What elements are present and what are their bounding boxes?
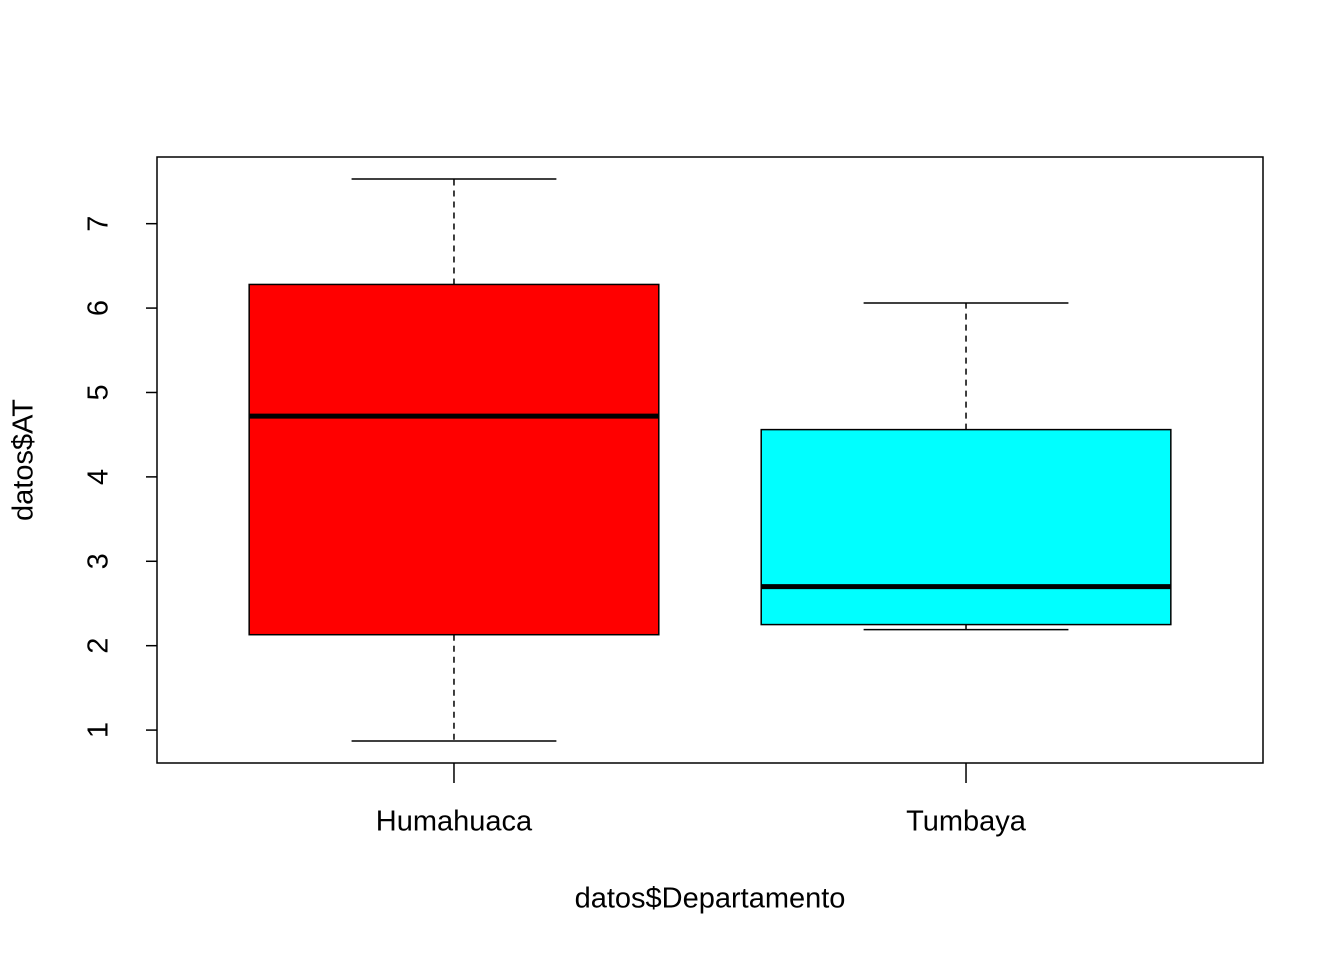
y-axis-title: datos$AT [8,399,40,521]
x-tick-label: Humahuaca [376,806,533,838]
x-tick-label: Tumbaya [906,806,1027,838]
x-axis-title: datos$Departamento [575,883,846,915]
box [248,283,660,636]
y-tick-label: 1 [83,722,115,738]
y-tick-label: 5 [83,384,115,400]
y-tick-label: 6 [83,300,115,316]
y-tick-label: 4 [83,469,115,485]
box [760,428,1172,626]
y-tick-label: 7 [83,216,115,232]
y-tick-label: 2 [83,638,115,654]
plot-frame [156,156,1264,764]
y-tick-label: 3 [83,553,115,569]
